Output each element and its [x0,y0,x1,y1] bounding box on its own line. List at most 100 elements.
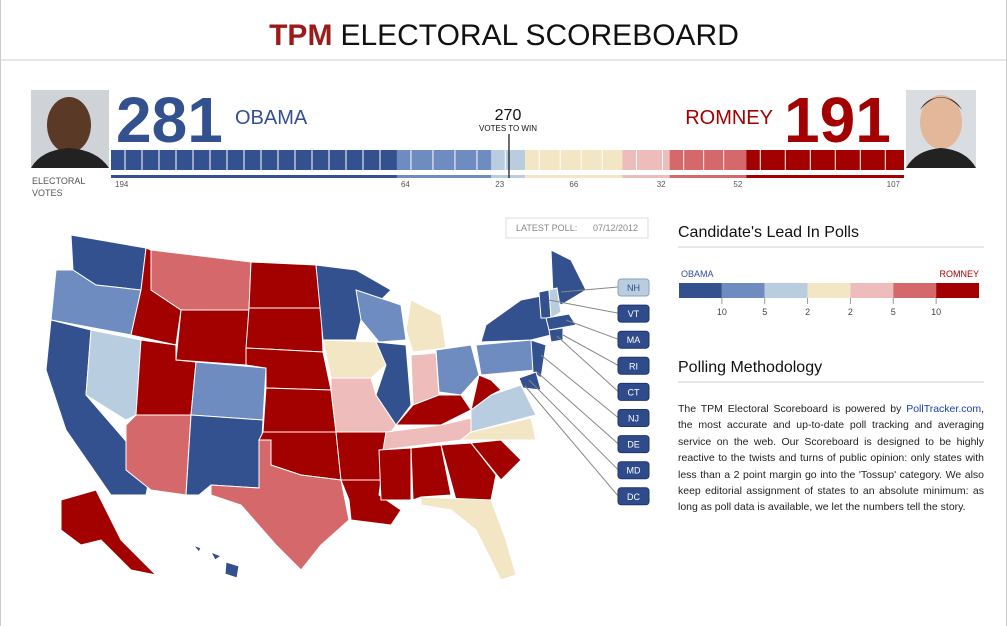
state-button[interactable] [617,278,650,297]
segment-label: 23 [495,180,504,189]
state [470,374,502,412]
state [475,339,537,376]
title-prefix: TPM [269,19,332,52]
state-button-label[interactable]: MA [627,335,641,345]
bar-underline [622,175,670,178]
state-button-label[interactable]: VT [628,309,640,319]
state-button-label[interactable]: NH [627,283,640,293]
legend-tick-label: 2 [805,307,810,317]
state-button[interactable] [617,356,650,375]
state [322,339,387,379]
state-button[interactable] [617,461,650,480]
latest-poll-date: 07/12/2012 [593,223,638,233]
legend-tick-label: 5 [762,307,767,317]
state-button[interactable] [617,487,650,506]
romney-photo [906,90,976,168]
state [548,287,562,319]
latest-poll-box [505,217,649,239]
state [175,309,250,366]
leader-line [556,335,619,392]
state [410,444,452,501]
state [248,261,322,309]
legend-swatch [850,283,894,298]
legend-swatch [807,283,851,298]
state [60,489,158,576]
state [330,377,397,433]
state-button-label[interactable]: DE [627,440,640,450]
obama-photo [31,90,109,168]
legend-left: OBAMA [681,269,714,279]
title: ELECTORAL SCOREBOARD [340,19,738,52]
legend-tick-label: 10 [717,307,727,317]
bar-segment [669,150,747,170]
leader-line [524,385,619,497]
us-map [45,234,587,581]
legend-tick-label: 5 [891,307,896,317]
segment-label: 52 [733,180,742,189]
bar-underline [396,175,492,178]
segment-label: 32 [657,180,666,189]
page-title: TPM ELECTORAL SCOREBOARD [269,19,739,52]
state-button-label[interactable]: RI [629,361,638,371]
state-button[interactable] [617,382,650,401]
state [440,442,497,501]
legend-swatch [721,283,765,298]
state-button[interactable] [617,435,650,454]
state [224,561,240,579]
state [355,289,407,343]
bar-segment [491,150,526,170]
bar-underline [746,175,904,178]
state [185,414,264,496]
legend-right: ROMNEY [939,269,979,279]
bar-segment [746,150,904,170]
legend-swatch [893,283,937,298]
link[interactable]: PollTracker.com [906,403,982,415]
state [470,439,522,481]
segment-label: 66 [569,180,578,189]
legend-swatch [764,283,808,298]
leader-line [560,286,619,293]
state [245,307,324,353]
state-button-label[interactable]: NJ [628,414,639,424]
state [459,417,537,441]
methodology-title: Polling Methodology [678,359,822,376]
state [262,387,337,433]
latest-poll-label: LATEST POLL: [516,223,577,233]
bar-segment [111,150,397,170]
segment-label: 64 [401,180,410,189]
legend-title: Candidate's Lead In Polls [678,224,859,241]
state-button-label[interactable]: MD [627,466,641,476]
state [378,447,412,501]
bar-underline [491,175,526,178]
leader-line [536,371,619,444]
state [530,339,547,379]
legend-swatch [936,283,979,298]
state [420,496,517,581]
leader-line [565,319,619,340]
state-button[interactable] [617,330,650,349]
state [85,329,142,421]
state [545,313,577,331]
segment-label: 194 [115,180,129,189]
leader-line [548,299,619,314]
state-button-label[interactable]: CT [628,387,640,397]
state-button-label[interactable]: DC [627,492,640,502]
state [550,249,587,306]
state [335,431,387,481]
romney-name: ROMNEY [685,107,773,129]
bar-underline [525,175,623,178]
threshold-votes: 270 [495,107,522,124]
methodology-text: The TPM Electoral Scoreboard is powered … [678,401,984,516]
leader-line [562,334,619,366]
state [192,544,202,553]
romney-votes: 191 [784,84,891,156]
state [190,361,267,421]
obama-votes: 281 [116,84,223,156]
state [405,299,447,353]
threshold-label: VOTES TO WIN [479,124,537,133]
state-button[interactable] [617,409,650,427]
legend-tick-label: 2 [848,307,853,317]
state-button[interactable] [617,304,650,323]
bar-segment [622,150,670,170]
